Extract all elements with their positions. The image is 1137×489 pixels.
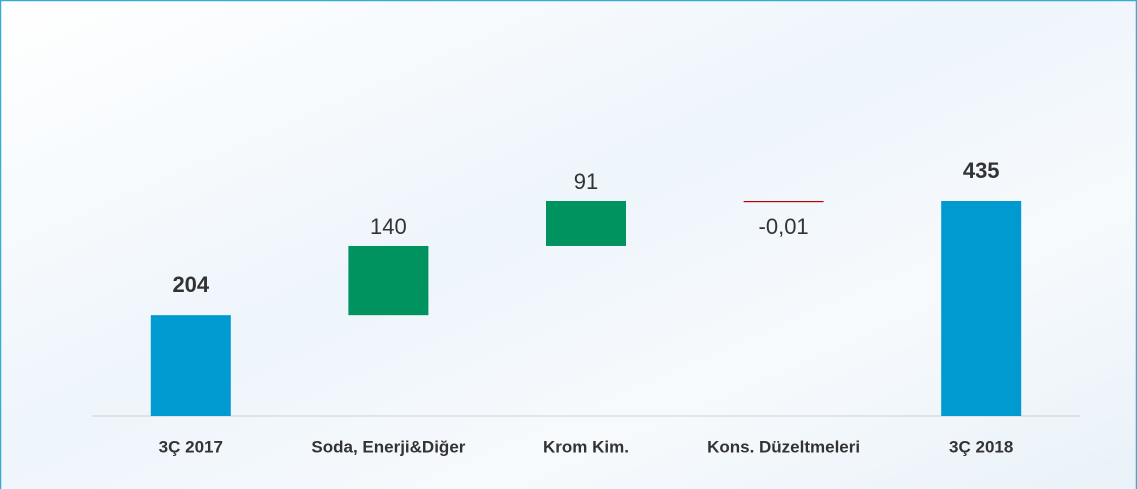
- value-label: 435: [963, 158, 1000, 183]
- x-tick-label: Kons. Düzeltmeleri: [707, 437, 860, 456]
- bar: [941, 201, 1022, 416]
- x-tick-label: Krom Kim.: [543, 437, 629, 456]
- bar: [150, 315, 231, 416]
- x-tick-label: Soda, Enerji&Diğer: [311, 437, 465, 456]
- bar: [348, 245, 429, 316]
- bar: [743, 201, 824, 203]
- x-tick-label: 3Ç 2017: [159, 437, 223, 456]
- value-label: 91: [574, 169, 598, 194]
- value-label: 204: [172, 272, 209, 297]
- bar: [546, 201, 626, 246]
- value-label: -0,01: [759, 214, 809, 239]
- x-tick-label: 3Ç 2018: [949, 437, 1013, 456]
- value-label: 140: [370, 214, 407, 239]
